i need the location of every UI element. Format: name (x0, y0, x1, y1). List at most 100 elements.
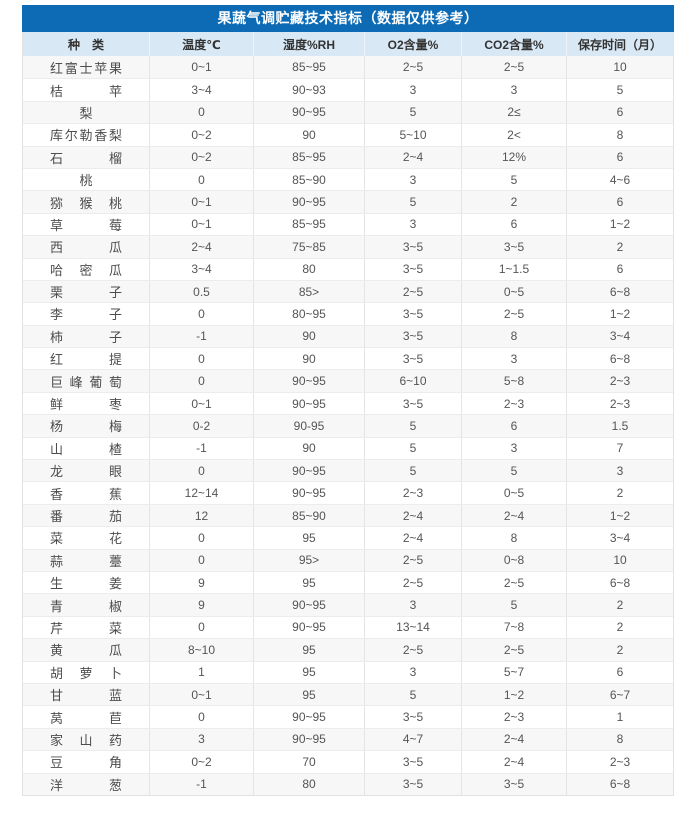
table-body: 红富士苹果 0~1 85~95 2~5 2~5 10 桔苹 3~4 90~93 3 3 5 梨 0 90~9… (22, 56, 674, 796)
species-name: 杨梅 (50, 419, 122, 435)
species-cell: 鲜枣 (23, 393, 149, 414)
value-cell: 0 (149, 370, 253, 392)
species-name: 栗子 (50, 285, 122, 301)
value-cell: 0 (149, 706, 253, 728)
value-cell: 2~4 (461, 504, 566, 527)
value-cell: 90~95 (253, 594, 364, 616)
species-cell: 蒜薹 (23, 550, 149, 571)
species-cell: 洋葱 (23, 774, 149, 795)
value-cell: 5 (461, 168, 566, 191)
value-cell: 3~5 (364, 303, 461, 325)
species-cell: 芹菜 (23, 617, 149, 638)
species-cell: 黄瓜 (23, 639, 149, 660)
column-header-temperature: 温度℃ (149, 32, 253, 56)
value-cell: 95 (253, 571, 364, 594)
value-cell: 90~95 (253, 706, 364, 728)
value-cell: 1~2 (461, 683, 566, 706)
value-cell: 0 (149, 460, 253, 482)
table-row: 桔苹 3~4 90~93 3 3 5 (23, 78, 673, 101)
value-cell: 3~5 (364, 236, 461, 258)
table-row: 豆角 0~2 70 3~5 2~4 2~3 (23, 750, 673, 773)
value-cell: 90~95 (253, 370, 364, 392)
storage-indicator-table: 果蔬气调贮藏技术指标（数据仅供参考） 种 类 温度℃ 湿度%RH O2含量% C… (22, 5, 674, 796)
value-cell: 1.5 (566, 415, 673, 437)
table-header-row: 种 类 温度℃ 湿度%RH O2含量% CO2含量% 保存时间（月） (22, 32, 674, 56)
value-cell: 2~3 (566, 370, 673, 392)
column-header-humidity: 湿度%RH (253, 32, 364, 56)
value-cell: 5 (364, 191, 461, 213)
species-cell: 红提 (23, 348, 149, 369)
value-cell: 3~5 (364, 706, 461, 728)
value-cell: 3 (461, 79, 566, 101)
species-name: 李子 (50, 307, 122, 323)
value-cell: 5 (461, 460, 566, 482)
value-cell: 0 (149, 168, 253, 191)
species-name: 芹菜 (50, 620, 122, 636)
value-cell: 6~7 (566, 683, 673, 706)
value-cell: 85~90 (253, 168, 364, 191)
value-cell: 2~4 (149, 236, 253, 258)
table-row: 芹菜 0 90~95 13~14 7~8 2 (23, 615, 673, 639)
value-cell: 8 (566, 124, 673, 146)
species-cell: 甘蓝 (23, 684, 149, 705)
table-row: 莴苣 0 90~95 3~5 2~3 1 (23, 705, 673, 728)
value-cell: 2 (566, 639, 673, 661)
species-cell: 青椒 (23, 594, 149, 615)
value-cell: 6~8 (566, 280, 673, 303)
species-name: 甘蓝 (50, 688, 122, 704)
table-row: 蒜薹 0 95> 2~5 0~8 10 (23, 548, 673, 571)
table-row: 黄瓜 8~10 95 2~5 2~5 2 (23, 638, 673, 661)
species-name: 库尔勒香梨 (50, 128, 122, 144)
value-cell: 6~8 (566, 571, 673, 594)
value-cell: 6~8 (566, 773, 673, 795)
column-header-o2: O2含量% (364, 32, 461, 56)
species-cell: 红富士苹果 (23, 56, 149, 78)
value-cell: 0~2 (149, 124, 253, 146)
table-row: 鲜枣 0~1 90~95 3~5 2~3 2~3 (23, 391, 673, 415)
value-cell: 75~85 (253, 236, 364, 258)
table-row: 哈密瓜 3~4 80 3~5 1~1.5 6 (23, 257, 673, 280)
value-cell: 0.5 (149, 280, 253, 303)
value-cell: 85~90 (253, 504, 364, 527)
value-cell: 5 (364, 101, 461, 124)
value-cell: 1 (566, 706, 673, 728)
value-cell: 3~5 (364, 258, 461, 280)
value-cell: 6 (461, 213, 566, 236)
value-cell: 7 (566, 437, 673, 460)
value-cell: 95> (253, 549, 364, 571)
value-cell: 2~4 (364, 527, 461, 549)
table-row: 菜花 0 95 2~4 8 3~4 (23, 526, 673, 549)
value-cell: 1 (149, 661, 253, 683)
value-cell: 2~3 (566, 751, 673, 773)
species-name: 巨峰葡萄 (50, 374, 122, 390)
value-cell: 95 (253, 639, 364, 661)
value-cell: 1~2 (566, 213, 673, 236)
value-cell: 0-2 (149, 415, 253, 437)
value-cell: 8 (461, 325, 566, 348)
value-cell: 2 (566, 616, 673, 639)
value-cell: 90 (253, 124, 364, 146)
value-cell: 95 (253, 661, 364, 683)
species-name: 鲜枣 (50, 397, 122, 413)
value-cell: 85~95 (253, 146, 364, 168)
value-cell: 2< (461, 124, 566, 146)
table-row: 生姜 9 95 2~5 2~5 6~8 (23, 570, 673, 594)
table-row: 香蕉 12~14 90~95 2~3 0~5 2 (23, 481, 673, 504)
value-cell: 2~4 (364, 504, 461, 527)
value-cell: -1 (149, 773, 253, 795)
value-cell: 2~5 (364, 280, 461, 303)
value-cell: 90~95 (253, 460, 364, 482)
value-cell: 0~2 (149, 146, 253, 168)
value-cell: 3~5 (461, 236, 566, 258)
value-cell: 5 (364, 415, 461, 437)
value-cell: 2~3 (461, 706, 566, 728)
value-cell: 2~3 (566, 392, 673, 415)
species-name: 青椒 (50, 598, 122, 614)
table-row: 巨峰葡萄 0 90~95 6~10 5~8 2~3 (23, 369, 673, 392)
value-cell: 3 (461, 348, 566, 370)
species-cell: 哈密瓜 (23, 259, 149, 280)
value-cell: 90 (253, 437, 364, 460)
table-row: 西瓜 2~4 75~85 3~5 3~5 2 (23, 235, 673, 258)
table-row: 山楂 -1 90 5 3 7 (23, 436, 673, 460)
value-cell: 80 (253, 258, 364, 280)
